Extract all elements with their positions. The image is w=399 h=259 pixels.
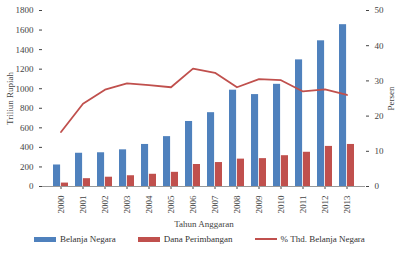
svg-text:1200: 1200 xyxy=(16,64,35,74)
svg-text:2009: 2009 xyxy=(254,195,264,214)
svg-text:1800: 1800 xyxy=(16,5,35,15)
svg-text:2002: 2002 xyxy=(100,196,110,214)
svg-text:1400: 1400 xyxy=(16,44,35,54)
svg-text:200: 200 xyxy=(20,162,34,172)
svg-text:2005: 2005 xyxy=(166,195,176,214)
svg-text:Tahun Anggaran: Tahun Anggaran xyxy=(174,219,234,229)
svg-text:50: 50 xyxy=(375,5,385,15)
svg-text:2004: 2004 xyxy=(144,195,154,214)
svg-text:400: 400 xyxy=(20,142,34,152)
html-text:Dana Perimbangan: Dana Perimbangan xyxy=(163,234,233,244)
svg-text:2012: 2012 xyxy=(320,196,330,214)
svg-text:40: 40 xyxy=(375,41,385,51)
svg-text:1600: 1600 xyxy=(16,25,35,35)
svg-text:0: 0 xyxy=(375,181,380,191)
svg-text:600: 600 xyxy=(20,123,34,133)
svg-text:2008: 2008 xyxy=(232,195,242,214)
svg-text:1000: 1000 xyxy=(16,84,35,94)
svg-text:2010: 2010 xyxy=(276,195,286,214)
svg-text:2011: 2011 xyxy=(298,196,308,214)
svg-text:2001: 2001 xyxy=(78,196,88,214)
svg-text:0: 0 xyxy=(29,181,34,191)
svg-text:2013: 2013 xyxy=(342,195,352,214)
svg-text:10: 10 xyxy=(375,146,385,156)
svg-text:2000: 2000 xyxy=(56,195,66,214)
html-text:% Thd. Belanja Negara: % Thd. Belanja Negara xyxy=(280,234,365,244)
html-text:Belanja Negara: Belanja Negara xyxy=(60,234,116,244)
svg-text:2006: 2006 xyxy=(188,195,198,214)
svg-text:800: 800 xyxy=(20,103,34,113)
svg-text:2007: 2007 xyxy=(210,195,220,214)
svg-text:30: 30 xyxy=(375,76,385,86)
svg-text:20: 20 xyxy=(375,111,385,121)
svg-text:2003: 2003 xyxy=(122,195,132,214)
svg-text:Persen: Persen xyxy=(386,86,396,110)
svg-text:Triliun Rupiah: Triliun Rupiah xyxy=(5,72,15,125)
